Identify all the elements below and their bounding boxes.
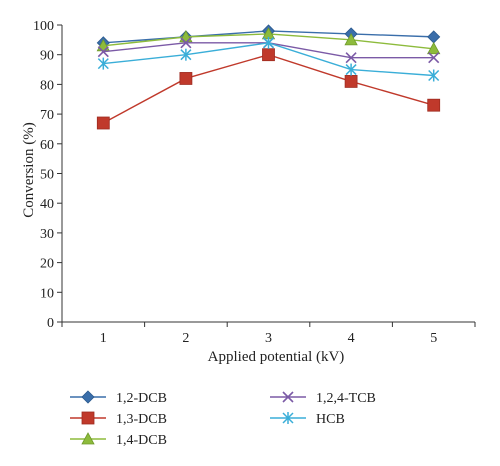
y-tick-label: 40 (40, 197, 54, 212)
legend-swatch-marker (81, 411, 95, 425)
series-hcb (97, 36, 440, 82)
x-tick-label: 1 (100, 331, 107, 346)
legend-swatch-marker (81, 432, 95, 445)
y-tick-label: 20 (40, 257, 54, 272)
series-line (102, 53, 434, 124)
marker-stroke (180, 37, 192, 49)
x-tick-label: 4 (348, 331, 355, 346)
x-tick-label: 2 (182, 331, 189, 346)
data-point (179, 72, 193, 85)
data-point (180, 37, 192, 49)
legend-label: 1,2,4-TCB (316, 391, 376, 406)
data-point (344, 33, 358, 46)
data-point (344, 75, 358, 88)
legend-label: 1,4-DCB (116, 433, 167, 448)
data-point (97, 46, 109, 58)
marker-stroke (97, 46, 109, 58)
data-point (427, 98, 441, 112)
data-point (180, 48, 192, 61)
y-tick-label: 90 (40, 49, 54, 64)
y-tick-label: 10 (40, 286, 54, 301)
y-tick-label: 50 (40, 168, 54, 183)
legend-label: 1,2-DCB (116, 391, 167, 406)
series-layer (96, 24, 441, 130)
y-tick-label: 60 (40, 138, 54, 153)
legend: 1,2-DCB 1,3-DCB 1,4-DCB 1,2,4-TCB HCB (70, 390, 376, 448)
x-axis-title: Applied potential (kV) (208, 349, 345, 365)
y-tick-label: 100 (33, 19, 54, 34)
x-tick-label: 5 (430, 331, 437, 346)
marker-stroke (428, 52, 440, 64)
y-tick-label: 80 (40, 78, 54, 93)
data-point (262, 48, 275, 62)
data-point (428, 69, 440, 82)
y-tick-label: 0 (47, 316, 54, 331)
y-tick-label: 30 (40, 227, 54, 242)
marker-stroke (282, 391, 294, 403)
legend-label: 1,3-DCB (116, 412, 167, 427)
data-point (345, 52, 357, 64)
y-tick-label: 70 (40, 108, 54, 123)
data-point (345, 63, 357, 76)
data-point (96, 116, 110, 130)
data-point (428, 52, 440, 64)
legend-item: 1,3-DCB (70, 411, 167, 427)
data-point (97, 57, 109, 70)
legend-swatch-marker (282, 412, 294, 424)
legend-item: HCB (270, 412, 345, 427)
x-tick-label: 3 (265, 331, 272, 346)
series-1-3-dcb (96, 48, 441, 130)
legend-item: 1,4-DCB (70, 432, 167, 448)
legend-item: 1,2,4-TCB (270, 391, 376, 406)
legend-swatch-marker (282, 391, 294, 403)
data-point (427, 30, 441, 44)
marker-stroke (345, 52, 357, 64)
y-axis-title: Conversion (%) (21, 122, 37, 217)
axes: 0 10 20 30 40 50 60 70 80 90 100 1 2 3 4 5 (33, 19, 476, 346)
data-point (427, 41, 441, 55)
legend-swatch-marker (81, 390, 95, 404)
data-point (262, 36, 275, 49)
legend-label: HCB (316, 412, 345, 427)
legend-item: 1,2-DCB (70, 390, 167, 406)
